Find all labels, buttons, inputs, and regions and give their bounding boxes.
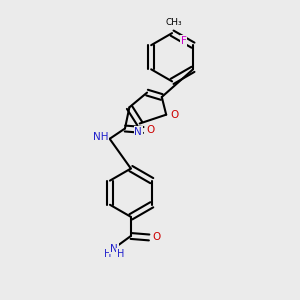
Text: O: O bbox=[146, 125, 155, 135]
Text: H: H bbox=[103, 249, 111, 259]
Text: O: O bbox=[170, 110, 178, 120]
Text: NH: NH bbox=[93, 132, 109, 142]
Text: O: O bbox=[152, 232, 160, 242]
Text: CH₃: CH₃ bbox=[165, 18, 182, 27]
Text: N: N bbox=[110, 244, 118, 254]
Text: H: H bbox=[117, 249, 124, 259]
Text: N: N bbox=[134, 127, 142, 137]
Text: F: F bbox=[181, 36, 187, 46]
